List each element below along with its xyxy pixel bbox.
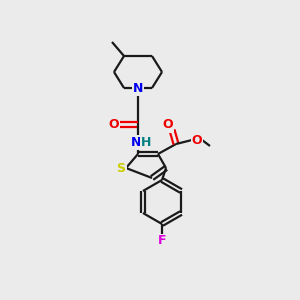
Text: N: N <box>131 136 141 148</box>
Text: F: F <box>158 235 166 248</box>
Text: O: O <box>109 118 119 130</box>
Text: H: H <box>141 136 151 148</box>
Text: O: O <box>163 118 173 131</box>
Text: S: S <box>116 161 125 175</box>
Text: O: O <box>192 134 202 146</box>
Text: N: N <box>133 82 143 94</box>
